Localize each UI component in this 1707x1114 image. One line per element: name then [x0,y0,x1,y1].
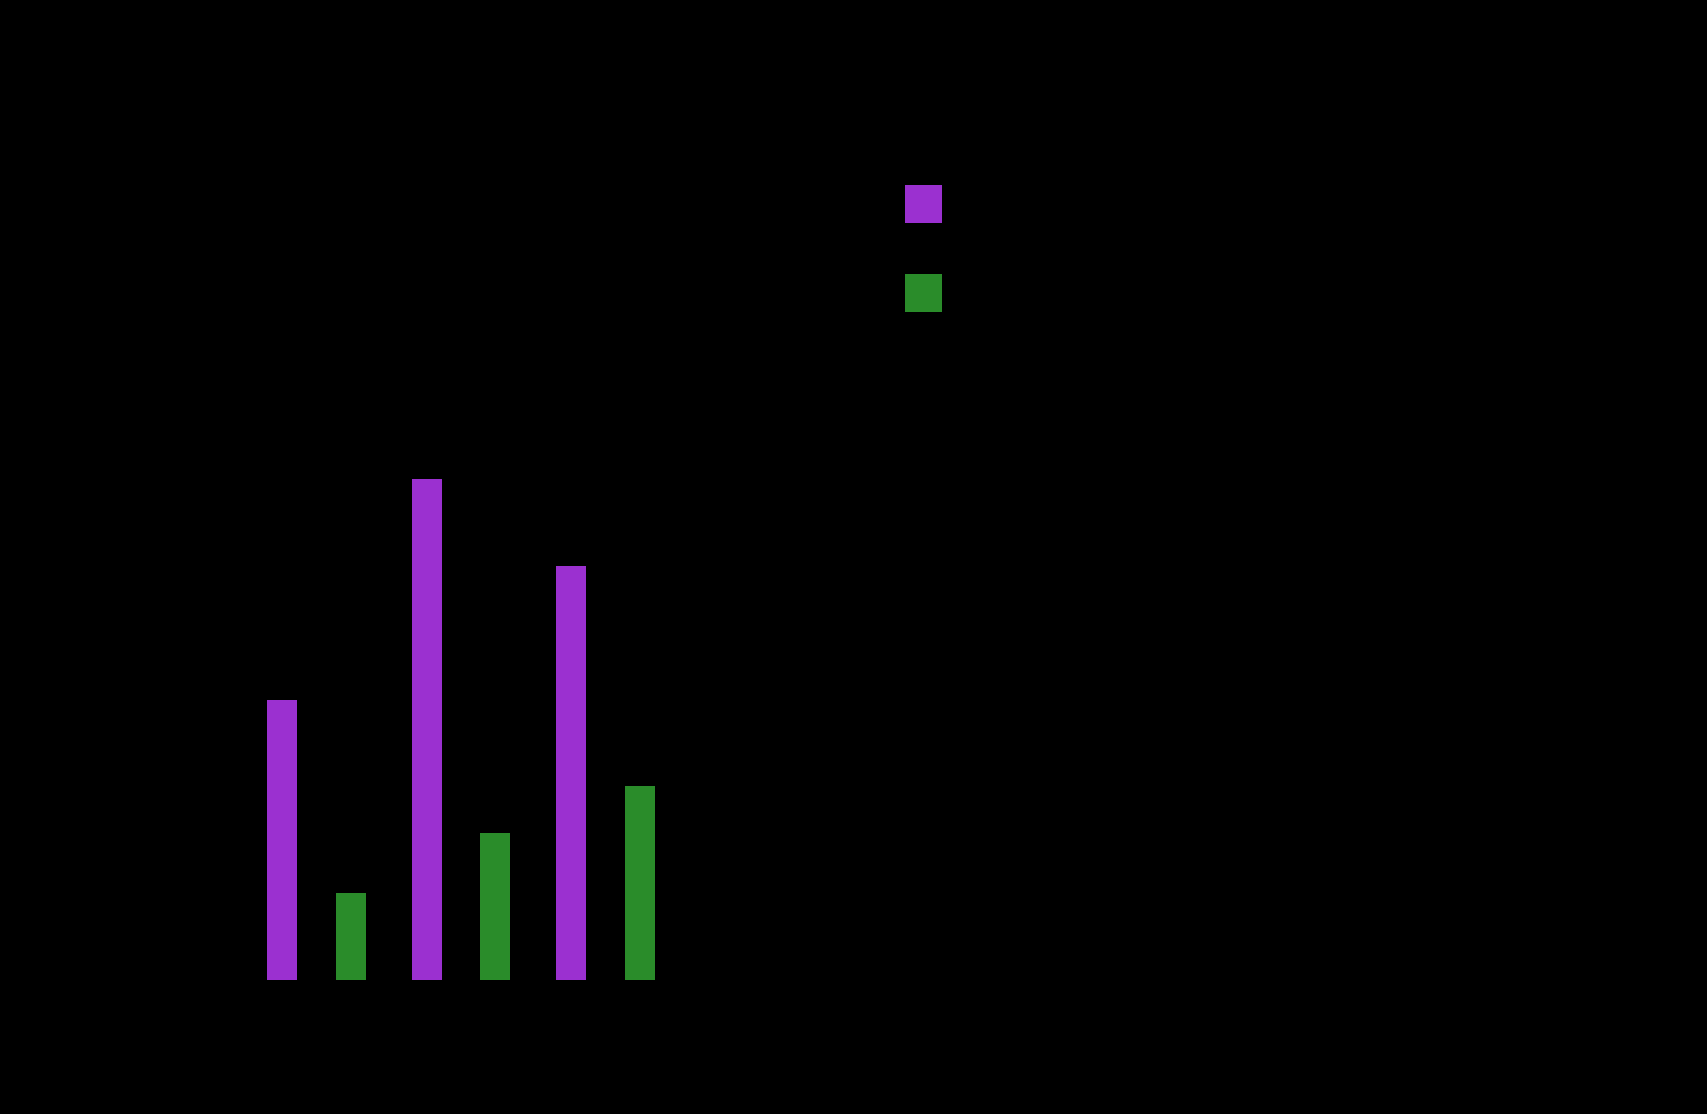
Bar [266,700,297,980]
Bar [556,566,586,980]
Bar [625,786,655,980]
Bar [480,833,510,980]
Bar [336,893,365,980]
Bar [411,479,442,980]
